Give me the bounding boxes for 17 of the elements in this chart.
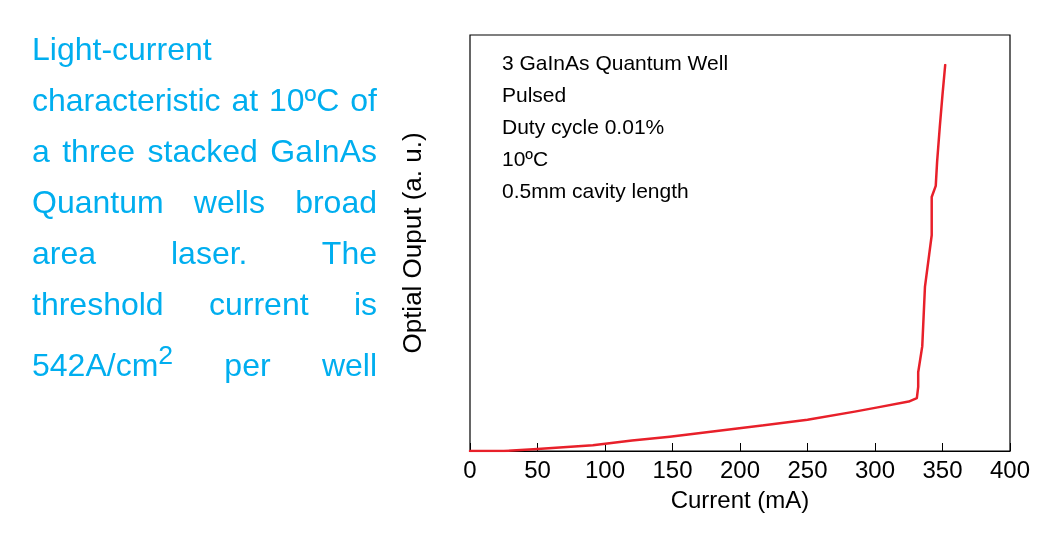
x-axis-title: Current (mA) xyxy=(670,485,810,513)
chart-title: Light-current characteristic at 10ºC of a three stacked GaInAs Quantum wells broad area laser. The threshold current is 542A/cm$^{2}$ per well xyxy=(32,31,377,383)
x-tick-label: 300 xyxy=(854,455,896,483)
annotation: 3 GaInAs Quantum Well xyxy=(502,51,729,74)
x-tick-label: 250 xyxy=(787,455,828,483)
y-axis-title: Optial Ouput (a. u.) xyxy=(397,132,427,354)
x-tick-label: 100 xyxy=(584,455,626,483)
x-tick-label: 0 xyxy=(463,455,477,483)
x-tick-label: 50 xyxy=(524,455,551,483)
annotation: Pulsed xyxy=(502,83,567,106)
annotation: 0.5mm cavity length xyxy=(502,179,689,202)
annotation: Duty cycle 0.01% xyxy=(502,115,665,138)
x-tick-label: 200 xyxy=(719,455,761,483)
x-tick-label: 400 xyxy=(989,455,1031,483)
x-tick-label: 150 xyxy=(652,455,693,483)
annotation: 10ºC xyxy=(502,147,549,170)
x-tick-label: 350 xyxy=(922,455,963,483)
